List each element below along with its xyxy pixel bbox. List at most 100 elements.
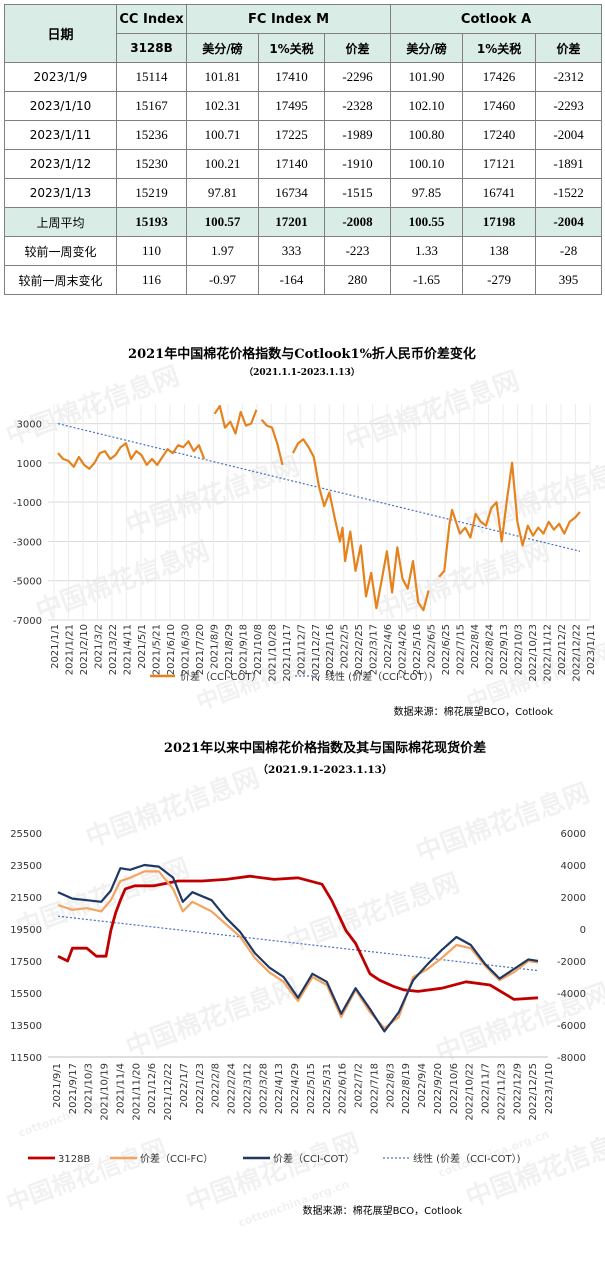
- table-cell: 110: [116, 236, 187, 266]
- left-y-tick-label: 13500: [10, 1021, 42, 1032]
- x-tick-label: 2021/10/19: [100, 1063, 111, 1121]
- table-cell: 16734: [258, 178, 325, 208]
- table-cell: 101.81: [186, 62, 259, 92]
- table-cell: 100.55: [390, 207, 464, 237]
- x-tick-label: 2021/11/17: [282, 624, 293, 682]
- subheader-cell: 价差: [323, 33, 392, 63]
- right-y-tick-label: -8000: [557, 1053, 586, 1064]
- right-y-tick-label: 0: [580, 925, 586, 936]
- x-tick-label: 2022/10/6: [449, 1063, 460, 1114]
- header-fc-index: FC Index M: [185, 4, 392, 34]
- x-tick-label: 2021/6/10: [166, 624, 177, 675]
- table-cell: -2004: [535, 207, 603, 237]
- x-tick-label: 2021/12/22: [163, 1063, 174, 1121]
- table-row: 2023/1/11 15236 100.71 17225 -1989 100.80 1724…: [4, 120, 603, 150]
- x-tick-label: 2021/11/4: [115, 1063, 126, 1114]
- table-cell: -2293: [535, 91, 603, 121]
- x-tick-label: 2022/3/12: [242, 1063, 253, 1114]
- y-tick-label: 3000: [17, 420, 42, 431]
- x-tick-label: 2022/12/22: [572, 624, 583, 682]
- table-cell: -2328: [323, 91, 392, 121]
- x-tick-label: 2021/3/2: [93, 624, 104, 669]
- x-tick-label: 2022/1/23: [195, 1063, 206, 1114]
- table-cell: -1891: [535, 149, 603, 179]
- x-tick-label: 2021/10/28: [267, 624, 278, 682]
- row-label: 2023/1/9: [4, 62, 117, 92]
- x-tick-label: 2021/1/21: [64, 624, 75, 675]
- x-tick-label: 2022/10/23: [528, 624, 539, 682]
- table-cell: -2004: [535, 120, 603, 150]
- table-cell: -0.97: [186, 265, 259, 295]
- source-note: 数据来源：棉花展望BCO，Cotlook: [394, 705, 554, 718]
- x-tick-label: 2021/12/27: [311, 624, 322, 682]
- x-tick-label: 2021/11/20: [131, 1063, 142, 1121]
- left-y-tick-label: 15500: [10, 989, 42, 1000]
- subheader-cell: 1%关税: [258, 33, 325, 63]
- table-cell: 138: [462, 236, 537, 266]
- table-cell: 17201: [258, 207, 325, 237]
- legend-label: 3128B: [58, 1154, 90, 1165]
- table-cell: 15219: [116, 178, 187, 208]
- x-tick-label: 2022/8/3: [385, 1063, 396, 1108]
- watermark-text: 中国棉花信息网: [342, 365, 524, 456]
- series-line: [57, 863, 539, 1033]
- table-cell: -2296: [323, 62, 392, 92]
- y-tick-label: -1000: [13, 498, 42, 509]
- x-tick-label: 2022/10/22: [465, 1063, 476, 1121]
- right-y-tick-label: -2000: [557, 957, 586, 968]
- x-tick-label: 2021/10/3: [84, 1063, 95, 1114]
- x-tick-label: 2023/1/10: [544, 1063, 555, 1114]
- legend-label: 价差（CCI-FC）: [140, 1152, 213, 1165]
- row-label: 较前一周变化: [4, 236, 117, 266]
- left-y-tick-label: 23500: [10, 861, 42, 872]
- table-cell: -279: [462, 265, 537, 295]
- left-y-tick-label: 21500: [10, 893, 42, 904]
- x-tick-label: 2021/9/18: [238, 624, 249, 675]
- x-tick-label: 2022/6/25: [441, 624, 452, 675]
- table-cell: 395: [535, 265, 603, 295]
- table-cell: 17198: [462, 207, 537, 237]
- x-tick-label: 2021/1/1: [50, 624, 61, 669]
- table-cell: 17225: [258, 120, 325, 150]
- legend-label: 价差（CCI-COT）: [273, 1152, 354, 1165]
- table-cell: 97.85: [390, 178, 464, 208]
- y-tick-label: 1000: [17, 459, 42, 470]
- watermark-text: 中国棉花信息网: [82, 762, 264, 853]
- average-row: 上周平均 15193 100.57 17201 -2008 100.55 17198 -200…: [4, 207, 603, 237]
- table-cell: -1910: [323, 149, 392, 179]
- left-y-tick-label: 17500: [10, 957, 42, 968]
- right-y-tick-label: -4000: [557, 989, 586, 1000]
- table-cell: 17495: [258, 91, 325, 121]
- table-cell: -1522: [535, 178, 603, 208]
- x-tick-label: 2022/12/25: [528, 1063, 539, 1121]
- x-tick-label: 2022/12/9: [512, 1063, 523, 1114]
- x-tick-label: 2021/9/1: [52, 1063, 63, 1108]
- x-tick-label: 2022/7/15: [456, 624, 467, 675]
- y-tick-label: -3000: [13, 537, 42, 548]
- x-tick-label: 2022/4/26: [398, 624, 409, 675]
- change-row: 较前一周变化 110 1.97 333 -223 1.33 138 -28: [4, 236, 603, 266]
- table-cell: 100.57: [186, 207, 259, 237]
- chart-title: 2021年中国棉花价格指数与Cotlook1%折人民币价差变化: [128, 346, 476, 362]
- x-tick-label: 2022/12/2: [557, 624, 568, 675]
- row-label: 2023/1/13: [4, 178, 117, 208]
- chart-subtitle: （2021.9.1-2023.1.13）: [258, 763, 393, 776]
- x-tick-label: 2021/8/29: [224, 624, 235, 675]
- y-tick-label: -5000: [13, 577, 42, 588]
- table-cell: -164: [258, 265, 325, 295]
- left-y-tick-label: 11500: [10, 1053, 42, 1064]
- table-row: 2023/1/12 15230 100.21 17140 -1910 100.10 1712…: [4, 149, 603, 179]
- x-tick-label: 2022/8/24: [485, 624, 496, 675]
- x-tick-label: 2021/5/1: [137, 624, 148, 669]
- left-y-tick-label: 19500: [10, 925, 42, 936]
- header-date: 日期: [4, 4, 117, 63]
- x-tick-label: 2022/6/5: [427, 624, 438, 669]
- x-tick-label: 2022/11/12: [543, 624, 554, 682]
- table-cell: 102.31: [186, 91, 259, 121]
- left-y-tick-label: 25500: [10, 829, 42, 840]
- table-cell: 1.33: [390, 236, 464, 266]
- x-tick-label: 2023/1/11: [586, 624, 597, 675]
- table-cell: 15114: [116, 62, 187, 92]
